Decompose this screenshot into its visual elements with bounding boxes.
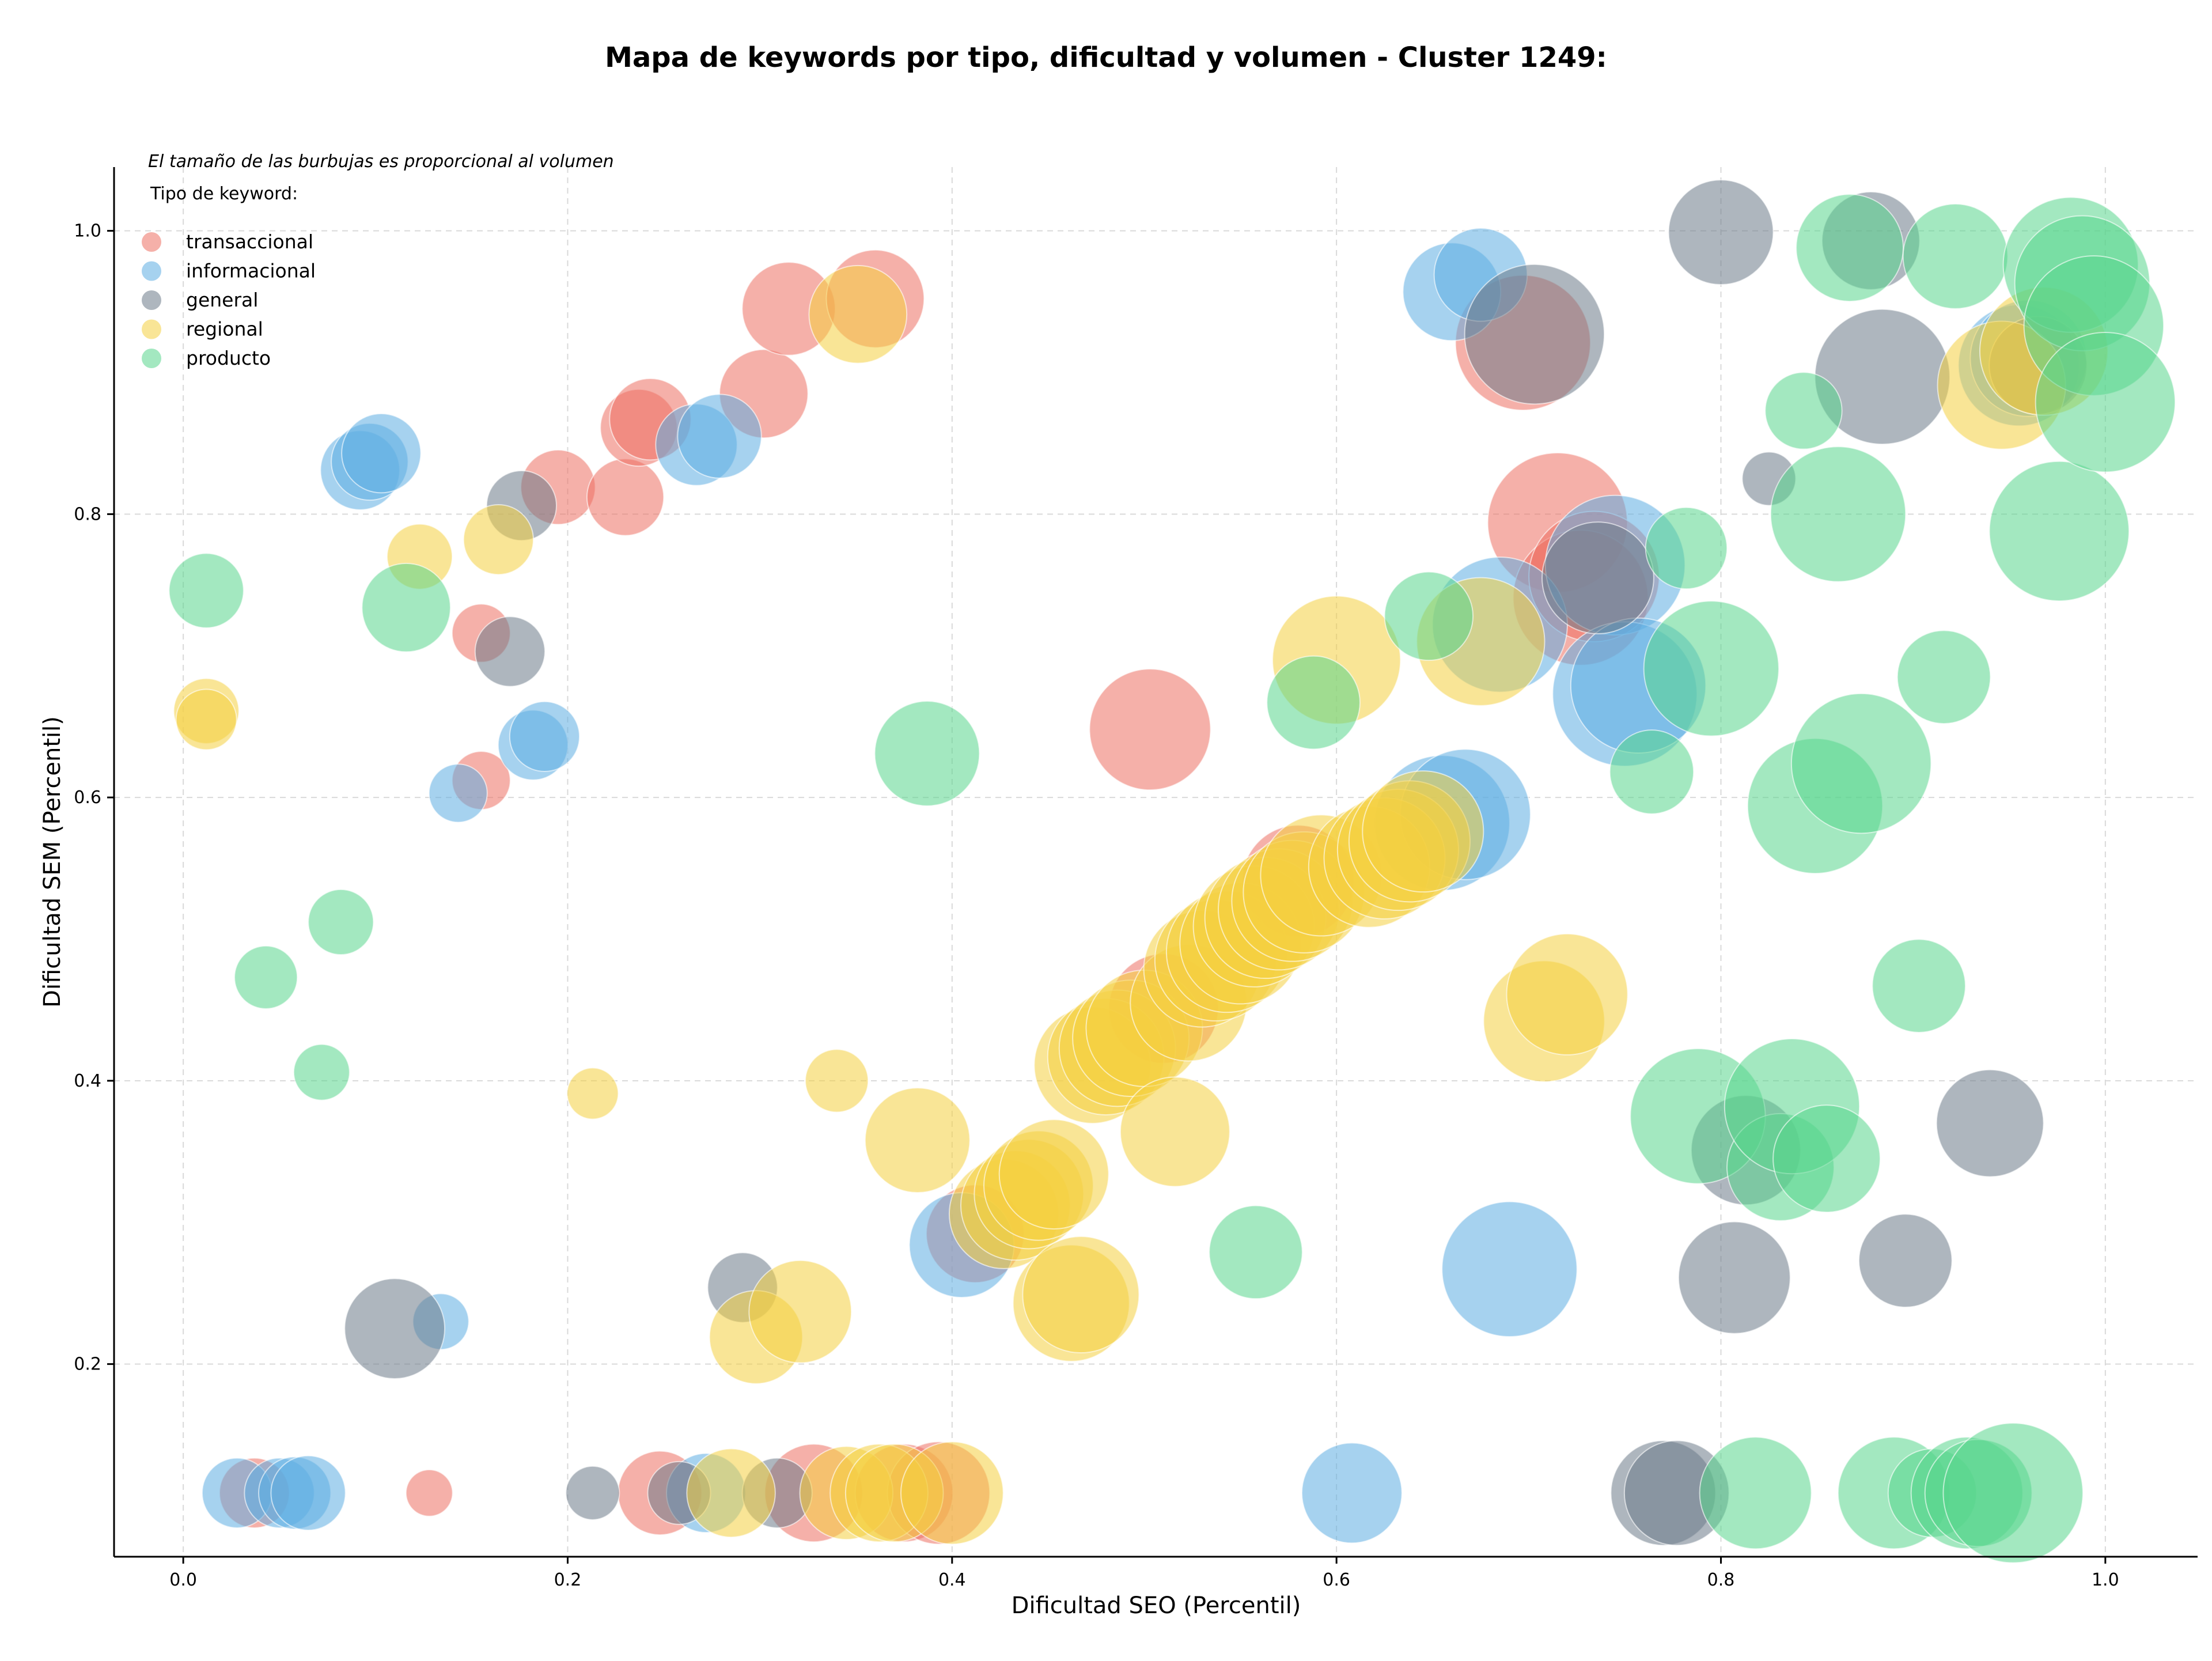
bubble-size-note: El tamaño de las burbujas es proporciona… bbox=[148, 152, 614, 172]
series-producto bbox=[168, 194, 2176, 1564]
bubble-transaccional bbox=[1089, 668, 1211, 791]
legend-marker bbox=[142, 232, 161, 252]
axes bbox=[113, 167, 2198, 1558]
legend-label: general bbox=[186, 289, 258, 311]
bubble-informacional bbox=[1301, 1442, 1403, 1544]
bubble-general bbox=[1677, 1221, 1791, 1334]
bubble-producto bbox=[1902, 203, 2009, 309]
x-tick-label: 0.8 bbox=[1707, 1570, 1735, 1590]
chart-title: Mapa de keywords por tipo, dificultad y … bbox=[605, 41, 1607, 74]
legend-label: regional bbox=[186, 318, 263, 340]
bubble-regional bbox=[805, 1049, 869, 1113]
bubble-producto bbox=[1209, 1205, 1303, 1300]
bubble-general bbox=[1668, 179, 1774, 286]
bubble-producto bbox=[1872, 939, 1966, 1033]
legend-item-producto: producto bbox=[142, 347, 271, 369]
legend-marker bbox=[142, 349, 161, 368]
bubble-producto bbox=[1699, 1436, 1812, 1550]
legend-item-general: general bbox=[142, 289, 258, 311]
bubble-general bbox=[1858, 1213, 1953, 1308]
bubble-producto bbox=[1790, 693, 1932, 834]
bubble-informacional bbox=[1441, 1201, 1578, 1338]
bubble-regional bbox=[864, 1087, 971, 1194]
y-tick-label: 1.0 bbox=[74, 221, 101, 241]
bubble-producto bbox=[168, 553, 244, 629]
x-tick-label: 0.4 bbox=[938, 1570, 966, 1590]
bubble-regional bbox=[900, 1441, 1004, 1545]
bubble-regional bbox=[566, 1067, 619, 1120]
bubble-regional bbox=[1506, 933, 1628, 1055]
bubble-regional bbox=[1022, 1236, 1140, 1354]
bubble-regional bbox=[175, 688, 237, 751]
legend-item-transaccional: transaccional bbox=[142, 230, 313, 253]
bubble-producto bbox=[1266, 655, 1361, 750]
y-tick-label: 0.4 bbox=[74, 1071, 101, 1091]
legend-label: transaccional bbox=[186, 230, 313, 253]
bubble-general bbox=[1541, 521, 1654, 634]
bubble-regional bbox=[463, 504, 534, 576]
bubble-producto bbox=[1796, 194, 1904, 302]
ticks: 0.0 0.2 0.4 0.6 0.8 1.0 0.2 0.4 0.6 0.8 1.0 bbox=[74, 221, 2119, 1590]
bubble-producto bbox=[1942, 1422, 2084, 1564]
bubble-producto bbox=[308, 888, 374, 956]
legend-item-informacional: informacional bbox=[142, 260, 316, 282]
bubble-informacional bbox=[509, 701, 581, 773]
bubble-producto bbox=[1988, 460, 2130, 602]
y-tick-label: 0.8 bbox=[74, 504, 101, 524]
legend-label: producto bbox=[186, 347, 271, 369]
y-axis-label: Dificultad SEM (Percentil) bbox=[39, 716, 66, 1008]
bubble-producto bbox=[1384, 571, 1474, 661]
bubble-informacional bbox=[428, 763, 488, 823]
bubble-general bbox=[1464, 263, 1605, 405]
bubble-producto bbox=[1772, 1104, 1881, 1213]
bubble-informacional bbox=[341, 413, 422, 494]
bubble-producto bbox=[1645, 506, 1728, 590]
bubble-regional bbox=[748, 1259, 853, 1364]
bubble-producto bbox=[361, 562, 451, 653]
x-tick-label: 0.6 bbox=[1323, 1570, 1350, 1590]
bubble-general bbox=[344, 1278, 446, 1380]
legend-label: informacional bbox=[186, 260, 316, 282]
bubble-general bbox=[474, 616, 546, 687]
bubble-regional bbox=[998, 1119, 1109, 1230]
legend-marker bbox=[142, 261, 161, 281]
bubble-informacional bbox=[677, 394, 762, 479]
bubble-regional bbox=[1119, 1076, 1230, 1187]
bubble-regional bbox=[808, 264, 908, 364]
legend-title: Tipo de keyword: bbox=[150, 184, 298, 204]
y-tick-label: 0.2 bbox=[74, 1354, 101, 1375]
bubble-producto bbox=[293, 1043, 350, 1101]
bubble-producto bbox=[234, 945, 298, 1009]
legend-marker bbox=[142, 319, 161, 339]
legend: transaccional informacional general regiona… bbox=[142, 230, 316, 369]
bubble-general bbox=[565, 1465, 620, 1520]
bubble-producto bbox=[1643, 600, 1779, 737]
bubble-producto bbox=[1609, 729, 1695, 815]
bubble-informacional bbox=[270, 1455, 346, 1531]
bubble-transaccional bbox=[405, 1469, 453, 1517]
bubble-regional bbox=[1362, 770, 1484, 893]
bubble-producto bbox=[1770, 446, 1907, 582]
bubble-layer bbox=[168, 179, 2176, 1564]
bubble-producto bbox=[1896, 630, 1991, 724]
bubble-producto bbox=[1764, 372, 1843, 450]
bubble-transaccional bbox=[586, 458, 665, 536]
x-axis-label: Dificultad SEO (Percentil) bbox=[1012, 1592, 1301, 1619]
x-tick-label: 1.0 bbox=[2092, 1570, 2119, 1590]
bubble-producto bbox=[874, 701, 980, 807]
bubble-general bbox=[1936, 1069, 2044, 1178]
y-tick-label: 0.6 bbox=[74, 788, 101, 808]
x-tick-label: 0.2 bbox=[554, 1570, 582, 1590]
legend-marker bbox=[142, 290, 161, 310]
x-tick-label: 0.0 bbox=[169, 1570, 197, 1590]
legend-item-regional: regional bbox=[142, 318, 263, 340]
series-regional bbox=[173, 264, 2109, 1545]
bubble-regional bbox=[686, 1448, 776, 1538]
bubble-producto bbox=[2035, 331, 2176, 473]
